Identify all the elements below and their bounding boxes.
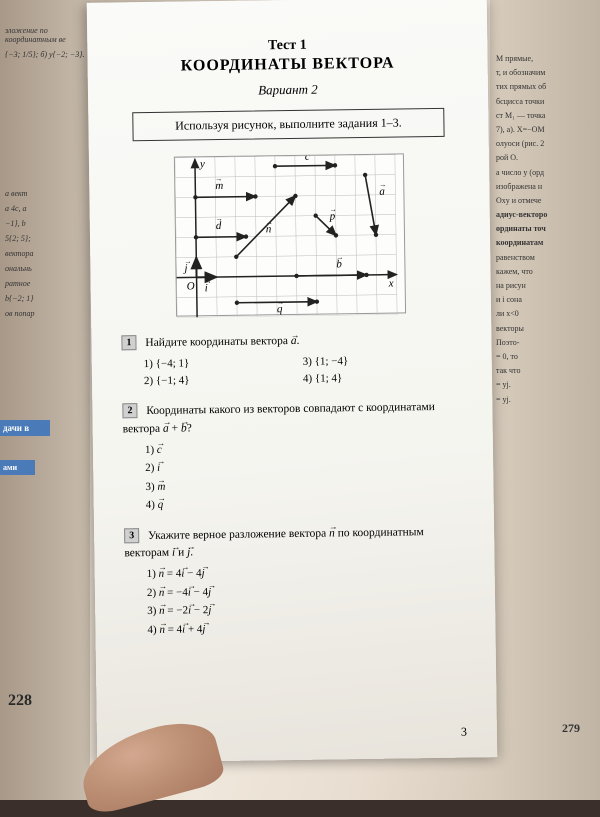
question-3: 3 Укажите верное разложение вектора n по… xyxy=(124,523,466,638)
variant-label: Вариант 2 xyxy=(118,80,458,101)
blue-section-tab: дачи в xyxy=(0,420,50,436)
test-number: Тест 1 xyxy=(117,36,457,57)
svg-text:→: → xyxy=(205,277,212,285)
svg-text:c: c xyxy=(305,154,310,162)
instruction-box: Используя рисунок, выполните задания 1–3… xyxy=(132,108,445,141)
test-title: КООРДИНАТЫ ВЕКТОРА xyxy=(117,54,457,77)
svg-text:→: → xyxy=(330,205,337,213)
svg-text:y: y xyxy=(199,158,205,170)
question-1: 1 Найдите координаты вектора a. 1) {−4; … xyxy=(121,331,462,390)
svg-text:→: → xyxy=(216,215,223,223)
svg-text:→: → xyxy=(379,181,386,189)
svg-text:x: x xyxy=(388,278,394,290)
chart-svg: Oxyi→j→m→c→a→d→n→p→b→q→ xyxy=(175,154,407,317)
svg-text:→: → xyxy=(277,298,284,306)
svg-text:→: → xyxy=(215,175,222,183)
vector-grid-chart: Oxyi→j→m→c→a→d→n→p→b→q→ xyxy=(174,153,406,316)
svg-text:→: → xyxy=(266,218,273,226)
left-book-page: зложение по координатным ве {−3; 1/5}; б… xyxy=(0,0,90,800)
svg-text:→: → xyxy=(184,257,191,265)
svg-text:→: → xyxy=(336,253,343,261)
blue-section-tab-2: ами xyxy=(0,460,35,475)
left-page-number: 228 xyxy=(8,692,32,710)
right-book-page: M прямые, т, и обозначим тих прямых об б… xyxy=(490,0,600,800)
q3-number: 3 xyxy=(124,528,139,543)
svg-text:O: O xyxy=(187,280,195,292)
q1-number: 1 xyxy=(121,335,136,350)
question-2: 2 Координаты какого из векторов совпадаю… xyxy=(122,399,464,514)
q2-number: 2 xyxy=(122,403,137,418)
worksheet-page: Тест 1 КООРДИНАТЫ ВЕКТОРА Вариант 2 Испо… xyxy=(87,0,498,763)
worksheet-page-number: 3 xyxy=(461,725,467,740)
